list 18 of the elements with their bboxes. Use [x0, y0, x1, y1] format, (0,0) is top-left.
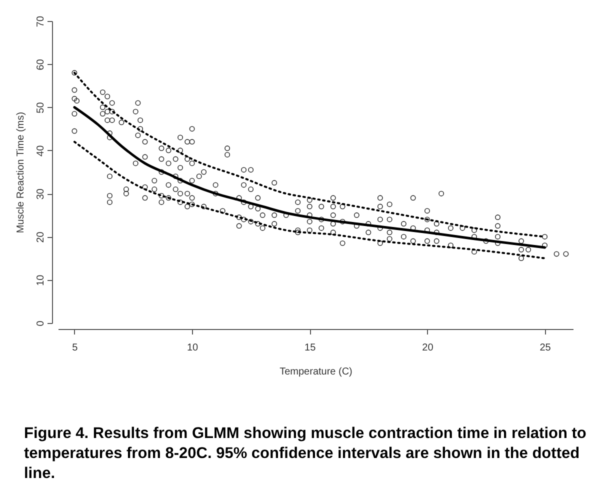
y-tick-label: 60 [36, 58, 46, 70]
y-tick-label: 30 [36, 188, 46, 200]
y-tick-label: 10 [36, 274, 46, 286]
x-axis-title: Temperature (C) [280, 366, 352, 378]
y-tick-label: 50 [36, 102, 46, 114]
y-axis-title: Muscle Reaction Time (ms) [16, 112, 26, 234]
y-tick-label: 0 [36, 320, 46, 326]
x-tick-label: 10 [186, 342, 199, 354]
line-series [73, 140, 546, 260]
line-series [73, 106, 546, 249]
y-tick-label: 70 [36, 16, 46, 28]
y-tick-label: 40 [36, 144, 46, 156]
x-tick-label: 5 [72, 342, 78, 354]
x-tick-label: 20 [422, 342, 434, 354]
y-tick-label: 20 [36, 231, 46, 243]
caption: Figure 4. Results from GLMM showing muscle contraction time in relation to temperatures from 8-20C. 95% confidence intervals are shown in the dotted line. [24, 424, 588, 484]
x-tick-label: 15 [304, 342, 316, 354]
x-tick-label: 25 [540, 342, 552, 354]
